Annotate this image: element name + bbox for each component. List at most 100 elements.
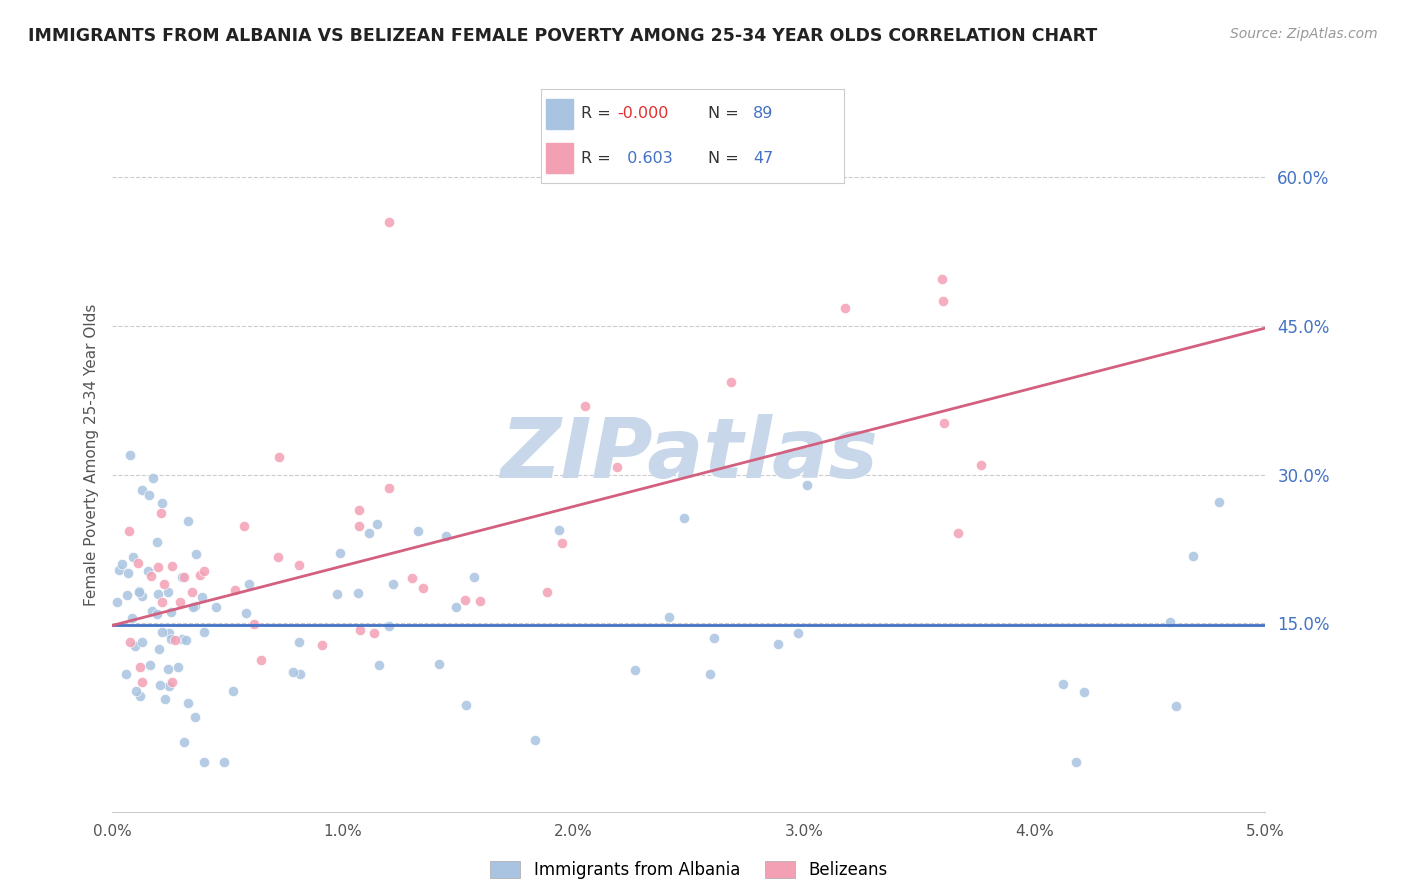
Point	[463, 570, 485, 584]
Point	[288, 667, 311, 681]
Y-axis label: Female Poverty Among 25-34 Year Olds: Female Poverty Among 25-34 Year Olds	[83, 304, 98, 606]
Point	[931, 294, 953, 309]
Point	[173, 735, 195, 749]
Point	[267, 450, 290, 464]
Point	[111, 557, 134, 571]
Point	[1208, 495, 1230, 509]
Point	[150, 625, 173, 640]
Point	[180, 585, 202, 599]
Text: R =: R =	[581, 151, 616, 166]
Point	[122, 549, 145, 564]
Text: -0.000: -0.000	[617, 106, 668, 121]
Point	[235, 607, 257, 621]
Point	[107, 563, 129, 577]
Point	[238, 576, 260, 591]
Point	[138, 564, 160, 578]
Point	[281, 665, 304, 679]
Point	[128, 585, 150, 599]
Point	[138, 488, 160, 502]
Point	[142, 471, 165, 485]
Point	[349, 623, 371, 637]
Point	[124, 639, 146, 653]
Point	[148, 641, 170, 656]
Point	[834, 301, 856, 315]
Point	[118, 524, 141, 538]
Point	[139, 657, 162, 672]
Point	[157, 679, 180, 693]
Point	[406, 524, 429, 538]
Point	[169, 595, 191, 609]
Point	[1052, 677, 1074, 691]
Point	[181, 600, 204, 615]
Point	[359, 525, 381, 540]
Point	[170, 570, 193, 584]
Point	[524, 732, 547, 747]
Point	[152, 496, 174, 510]
Point	[368, 657, 391, 672]
Point	[787, 625, 810, 640]
Point	[184, 547, 207, 561]
Point	[131, 589, 153, 603]
Point	[145, 534, 167, 549]
Bar	[546, 143, 574, 173]
Point	[160, 606, 183, 620]
Point	[381, 577, 404, 591]
Point	[311, 638, 333, 652]
Point	[177, 696, 200, 710]
Point	[551, 535, 574, 549]
Point	[703, 631, 725, 645]
Point	[160, 632, 183, 646]
Point	[157, 585, 180, 599]
Text: R =: R =	[581, 106, 616, 121]
Point	[349, 519, 371, 533]
Point	[153, 577, 176, 591]
Point	[190, 590, 212, 604]
Text: 47: 47	[754, 151, 773, 166]
Point	[606, 459, 628, 474]
Point	[1073, 685, 1095, 699]
Point	[1159, 615, 1181, 629]
Point	[444, 599, 467, 614]
Point	[205, 599, 228, 614]
Point	[149, 678, 172, 692]
Point	[349, 503, 371, 517]
Point	[363, 626, 385, 640]
Point	[948, 525, 970, 540]
Text: ZIPatlas: ZIPatlas	[501, 415, 877, 495]
Point	[673, 511, 696, 525]
Point	[120, 448, 142, 462]
Point	[434, 529, 457, 543]
Point	[174, 632, 197, 647]
Point	[378, 619, 401, 633]
Point	[160, 559, 183, 574]
Point	[141, 569, 163, 583]
Point	[146, 607, 169, 621]
Point	[347, 586, 370, 600]
Point	[193, 755, 215, 769]
Point	[548, 523, 571, 537]
Point	[574, 400, 596, 414]
Point	[427, 657, 450, 671]
Text: Source: ZipAtlas.com: Source: ZipAtlas.com	[1230, 27, 1378, 41]
Point	[146, 560, 169, 574]
Point	[224, 582, 246, 597]
Text: N =: N =	[707, 106, 738, 121]
Point	[931, 271, 953, 285]
Point	[766, 637, 789, 651]
Text: 0.603: 0.603	[617, 151, 672, 166]
Text: IMMIGRANTS FROM ALBANIA VS BELIZEAN FEMALE POVERTY AMONG 25-34 YEAR OLDS CORRELA: IMMIGRANTS FROM ALBANIA VS BELIZEAN FEMA…	[28, 27, 1097, 45]
Point	[177, 514, 200, 528]
Point	[166, 659, 188, 673]
Point	[1064, 755, 1087, 769]
Point	[159, 625, 181, 640]
Point	[156, 662, 179, 676]
Point	[118, 635, 141, 649]
Point	[105, 595, 128, 609]
Point	[115, 588, 138, 602]
Point	[193, 625, 215, 640]
Point	[288, 558, 311, 572]
Point	[658, 610, 681, 624]
Point	[378, 215, 401, 229]
Point	[183, 599, 205, 613]
Point	[1182, 549, 1205, 563]
